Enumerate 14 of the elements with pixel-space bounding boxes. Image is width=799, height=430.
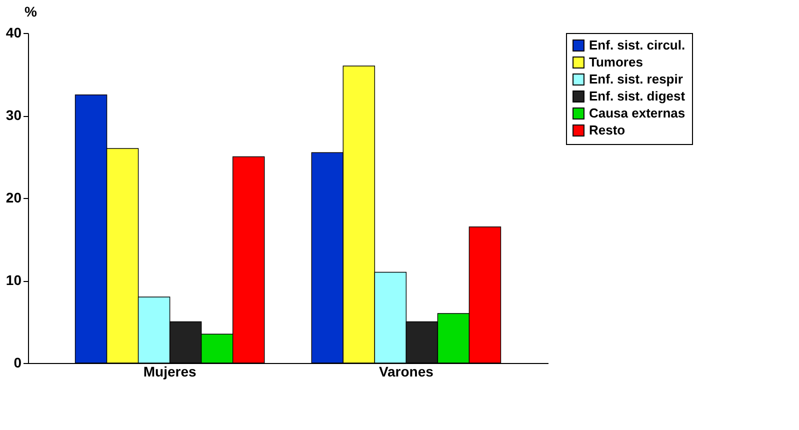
legend-label: Resto bbox=[589, 122, 626, 138]
y-tick-label: 40 bbox=[6, 24, 22, 40]
legend-label: Tumores bbox=[589, 54, 643, 70]
legend-label: Enf. sist. digest bbox=[589, 88, 686, 104]
y-tick-label: 0 bbox=[14, 354, 22, 370]
legend-label: Causa externas bbox=[589, 106, 686, 120]
y-tick-label: 20 bbox=[6, 190, 22, 206]
legend-label: Enf. sist. respir bbox=[589, 72, 683, 86]
legend-label: Enf. sist. circul. bbox=[589, 38, 686, 52]
x-tick-label: Varones bbox=[378, 364, 434, 380]
x-tick-label: Mujeres bbox=[143, 364, 196, 380]
y-tick-label: 10 bbox=[6, 272, 22, 288]
y-axis-title: % bbox=[24, 4, 38, 20]
y-tick-label: 30 bbox=[6, 107, 22, 123]
